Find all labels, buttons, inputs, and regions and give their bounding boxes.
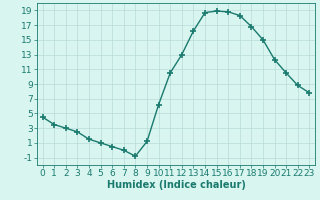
X-axis label: Humidex (Indice chaleur): Humidex (Indice chaleur) [107,180,245,190]
